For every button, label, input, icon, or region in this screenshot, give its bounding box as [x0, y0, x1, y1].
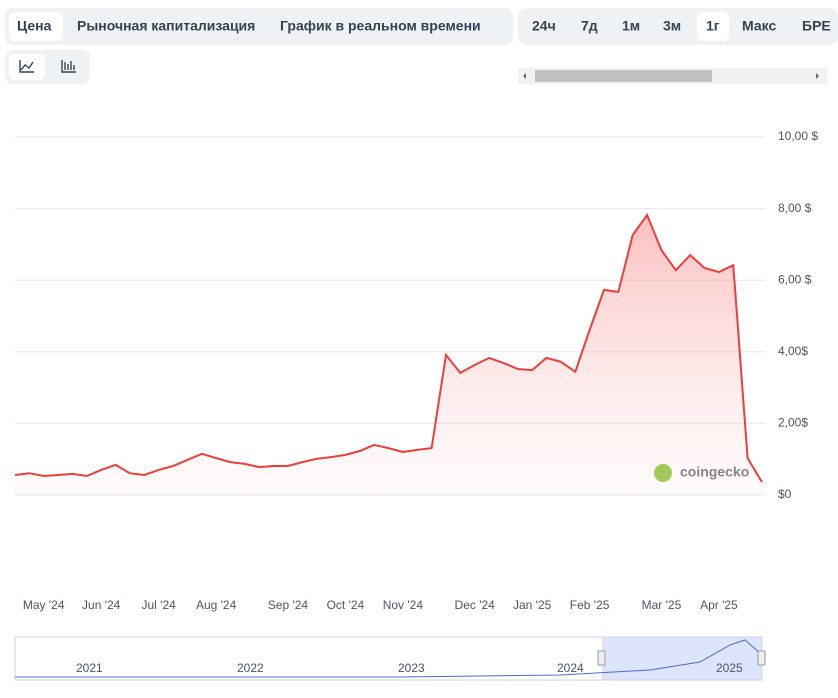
- y-tick-label: 6,00 $: [778, 272, 812, 286]
- x-tick-label: Sep '24: [268, 598, 309, 612]
- range-button[interactable]: Макс: [742, 18, 776, 34]
- x-tick-label: Jun '24: [82, 598, 121, 612]
- x-tick-label: Nov '24: [383, 598, 424, 612]
- scroll-thumb[interactable]: [535, 70, 712, 82]
- navigator-handle[interactable]: [597, 650, 606, 666]
- tab[interactable]: График в реальном времени: [280, 18, 481, 34]
- tab[interactable]: Рыночная капитализация: [77, 18, 255, 34]
- tab-selected[interactable]: [9, 12, 63, 41]
- range-button[interactable]: 1г: [706, 18, 720, 34]
- x-tick-label: Oct '24: [327, 598, 365, 612]
- x-tick-label: Jan '25: [513, 598, 552, 612]
- navigator-handle[interactable]: [757, 650, 766, 666]
- tab-bar: [5, 8, 513, 45]
- navigator-line: [15, 639, 763, 678]
- navigator-label: 2023: [398, 661, 425, 675]
- y-tick-label: 8,00 $: [778, 201, 812, 215]
- y-tick-label: 4,00$: [778, 344, 808, 358]
- range-bar: [518, 8, 838, 45]
- range-selected[interactable]: [697, 12, 729, 41]
- x-tick-label: Aug '24: [196, 598, 237, 612]
- range-button[interactable]: 1м: [622, 18, 640, 34]
- navigator-window[interactable]: [602, 637, 762, 680]
- x-tick-label: May '24: [23, 598, 65, 612]
- candle-icon[interactable]: [61, 60, 76, 73]
- price-area: [15, 215, 762, 495]
- y-tick-label: $0: [778, 487, 792, 501]
- navigator-label: 2022: [237, 661, 264, 675]
- x-tick-label: Jul '24: [141, 598, 176, 612]
- x-tick-label: Feb '25: [570, 598, 610, 612]
- y-tick-label: 10,00 $: [778, 129, 818, 143]
- y-tick-label: 2,00$: [778, 416, 808, 430]
- navigator-label: 2025: [716, 661, 743, 675]
- price-line: [14, 212, 763, 483]
- navigator-label: 2021: [76, 661, 103, 675]
- tab[interactable]: Цена: [17, 18, 52, 34]
- range-button[interactable]: БРЕ: [802, 18, 831, 34]
- x-tick-label: Dec '24: [455, 598, 496, 612]
- range-button[interactable]: 3м: [663, 18, 681, 34]
- x-tick-label: Mar '25: [642, 598, 682, 612]
- range-button[interactable]: 7д: [581, 18, 598, 34]
- navigator-label: 2024: [557, 661, 584, 675]
- x-tick-label: Apr '25: [700, 598, 738, 612]
- line-icon: [19, 60, 34, 73]
- range-button[interactable]: 24ч: [532, 18, 556, 34]
